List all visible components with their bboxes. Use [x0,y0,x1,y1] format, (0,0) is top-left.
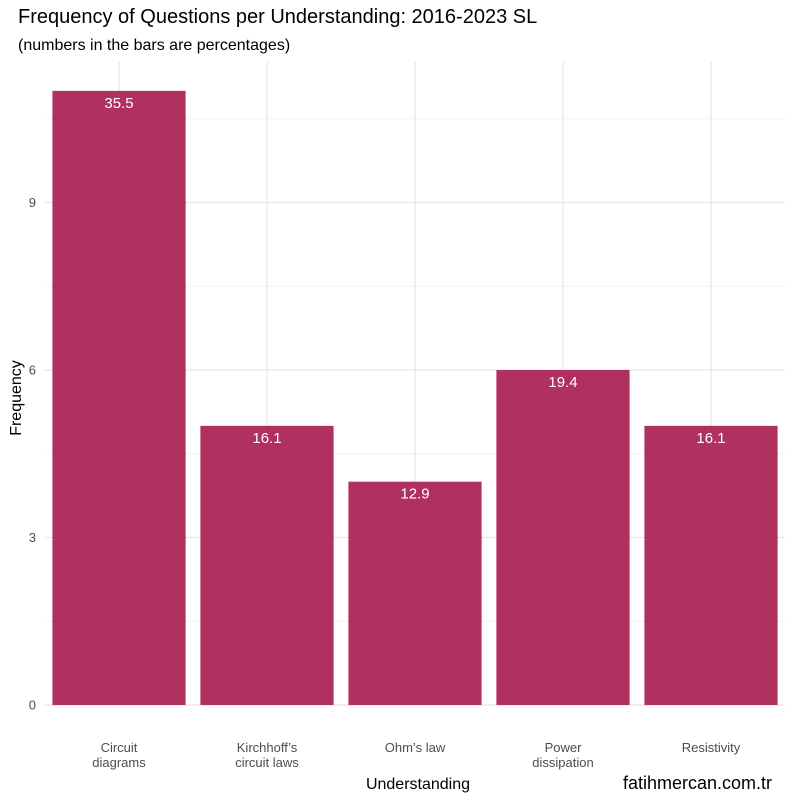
x-tick-label: Circuit diagrams [92,740,146,770]
bar-value-label: 19.4 [548,374,577,391]
chart-subtitle: (numbers in the bars are percentages) [18,37,290,54]
x-tick-label: Power dissipation [532,740,593,770]
chart-title: Frequency of Questions per Understanding… [18,6,537,28]
x-axis-label: Understanding [366,776,470,793]
x-tick-label: Kirchhoff’s circuit laws [235,740,299,770]
y-tick-label: 0 [29,698,36,713]
y-tick-label: 9 [29,195,36,210]
bar [52,90,186,706]
bar-value-label: 16.1 [252,430,281,447]
bar [496,370,630,705]
y-tick-labels: 0 3 6 9 [29,195,36,712]
bar [348,481,482,705]
x-tick-labels: Circuit diagrams Kirchhoff’s circuit laws Oh… [92,740,740,770]
bars [52,90,778,706]
y-tick-label: 3 [29,530,36,545]
watermark: fatihmercan.com.tr [623,773,772,793]
bar-value-label: 12.9 [400,486,429,503]
x-tick-label: Ohm’s law [385,740,446,755]
bar [644,425,778,705]
y-axis-label: Frequency [8,360,25,436]
bar [200,425,334,705]
x-tick-label: Resistivity [682,740,741,755]
bar-value-label: 16.1 [696,430,725,447]
y-tick-label: 6 [29,363,36,378]
bar-value-label: 35.5 [104,95,133,112]
bar-labels: 35.5 16.1 12.9 19.4 16.1 [104,95,725,503]
